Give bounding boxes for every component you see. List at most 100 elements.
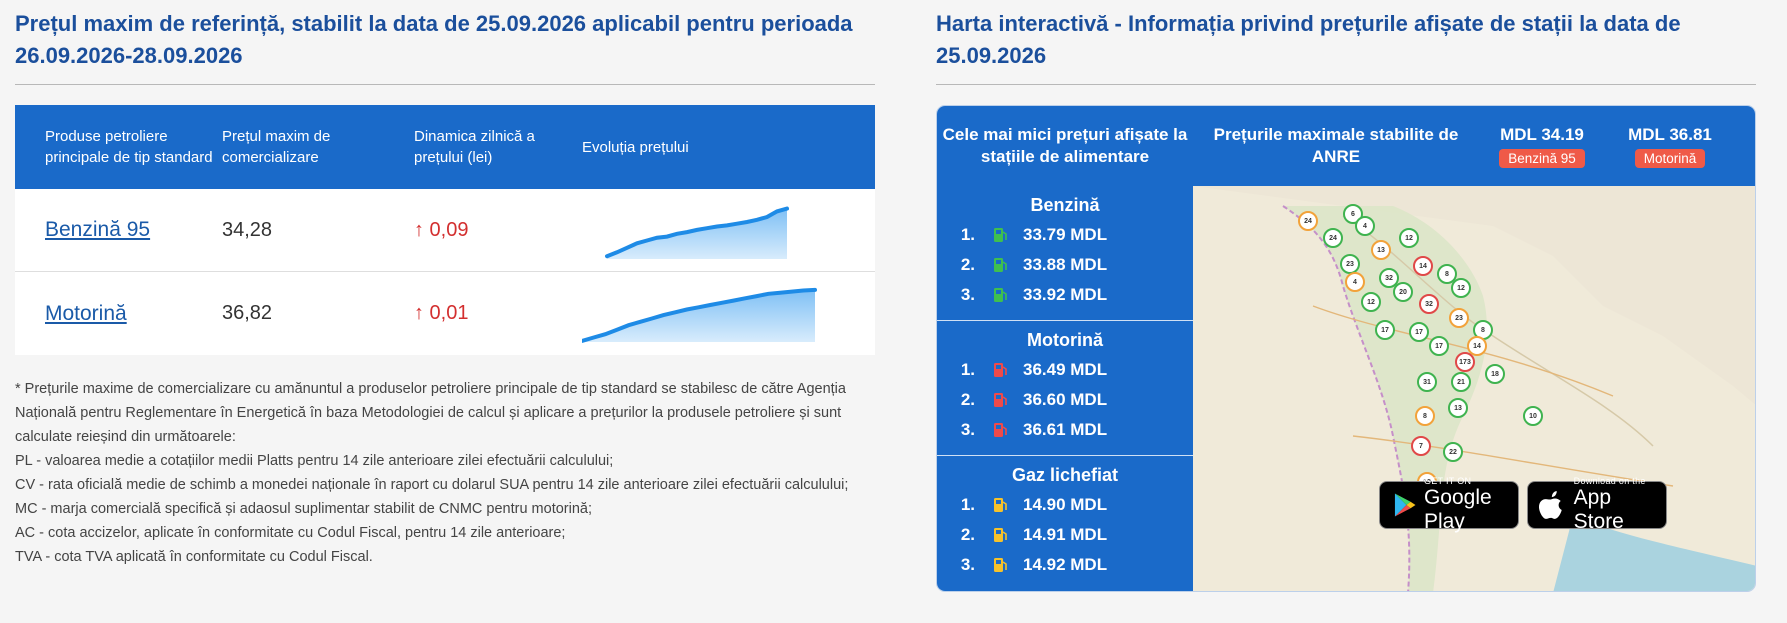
fuel-group-title: Motorină [1027, 330, 1103, 350]
fuel-pump-icon [985, 497, 1015, 513]
table-row: Motorină 36,82 ↑ 0,01 [15, 272, 875, 355]
rank: 1. [960, 495, 975, 514]
station-marker[interactable]: 10 [1523, 406, 1543, 426]
fuel-group-title: Benzină [1030, 195, 1100, 215]
product-link-motorina[interactable]: Motorină [45, 301, 127, 325]
price-evolution-sparkline [582, 189, 875, 272]
max-price-value: MDL 36.81 [1628, 124, 1712, 144]
fuel-pump-icon [985, 362, 1015, 378]
station-marker[interactable]: 7 [1411, 436, 1431, 456]
station-price: 14.90 MDL [1023, 495, 1108, 514]
station-price-row[interactable]: 1. 14.90 MDL [937, 490, 1193, 520]
app-store-button[interactable]: Download on the App Store [1527, 476, 1667, 533]
station-price-row[interactable]: 2. 14.91 MDL [937, 520, 1193, 550]
fuel-group-motorina: Motorină 1. 36.49 MDL 2. 36.60 MDL 3. 36.61… [937, 321, 1193, 456]
google-play-big: Google Play [1423, 486, 1492, 533]
station-marker[interactable]: 21 [1451, 372, 1471, 392]
divider [15, 84, 875, 85]
station-marker[interactable]: 13 [1448, 398, 1468, 418]
lowest-prices-panel: Benzină 1. 33.79 MDL 2. 33.88 MDL 3. 33.92 … [937, 186, 1193, 591]
station-marker[interactable]: 14 [1467, 336, 1487, 356]
fuel-pump-icon [985, 257, 1015, 273]
station-marker[interactable]: 24 [1323, 228, 1343, 248]
fuel-group-title: Gaz lichefiat [1011, 465, 1119, 485]
header-daily-dynamics: Dinamica zilnică a prețului (lei) [414, 128, 535, 166]
station-price: 36.49 MDL [1023, 360, 1108, 379]
station-price-row[interactable]: 3. 36.61 MDL [937, 415, 1193, 445]
note-line: * Prețurile maxime de comercializare cu … [15, 381, 846, 445]
sparkline-line [605, 206, 789, 258]
station-marker[interactable]: 20 [1393, 282, 1413, 302]
station-marker[interactable]: 22 [1443, 442, 1463, 462]
station-price-row[interactable]: 2. 33.88 MDL [937, 250, 1193, 280]
map-card-body: Benzină 1. 33.79 MDL 2. 33.88 MDL 3. 33.92 … [937, 186, 1755, 591]
rank: 1. [960, 360, 975, 379]
rank: 2. [960, 255, 975, 274]
fuel-pump-icon [985, 527, 1015, 543]
note-line: TVA - cota TVA aplicată în conformitate … [15, 549, 373, 565]
station-marker[interactable]: 18 [1485, 364, 1505, 384]
fuel-pump-icon [985, 557, 1015, 573]
station-marker[interactable]: 17 [1429, 336, 1449, 356]
fuel-pump-icon [985, 392, 1015, 408]
apple-icon [1538, 491, 1562, 519]
header-evolution: Evoluția prețului [582, 138, 689, 156]
note-line: CV - rata oficială medie de schimb a mon… [15, 477, 849, 493]
station-marker[interactable]: 14 [1413, 256, 1433, 276]
station-price-row[interactable]: 1. 36.49 MDL [937, 355, 1193, 385]
station-marker[interactable]: 32 [1419, 294, 1439, 314]
station-marker[interactable]: 4 [1345, 272, 1365, 292]
note-line: PL - valoarea medie a cotațiilor medii P… [15, 453, 614, 469]
station-marker[interactable]: 6 [1343, 204, 1363, 224]
station-marker[interactable]: 12 [1451, 278, 1471, 298]
stations-map[interactable]: 24 6 4 24 12 13 23 14 32 8 4 20 12 12 32 23 17 8 17 17 14 173… [1193, 186, 1755, 591]
app-store-big: App Store [1573, 486, 1624, 533]
station-marker[interactable]: 13 [1371, 240, 1391, 260]
map-card-header: Cele mai mici prețuri afișate la stațiil… [937, 106, 1755, 186]
station-marker[interactable]: 12 [1399, 228, 1419, 248]
daily-change: ↑ 0,01 [414, 302, 469, 324]
station-marker[interactable]: 24 [1298, 211, 1318, 231]
header-product: Produse petroliere principale de tip sta… [45, 128, 213, 166]
note-line: AC - cota accizelor, aplicate în conform… [15, 525, 566, 541]
sparkline-area [607, 208, 787, 259]
reference-price-title: Prețul maxim de referință, stabilit la d… [15, 11, 853, 68]
interactive-map-title: Harta interactivă - Informația privind p… [936, 11, 1681, 68]
station-marker[interactable]: 23 [1449, 308, 1469, 328]
fuel-pump-icon [985, 422, 1015, 438]
note-line: MC - marja comercială specifică și adaos… [15, 501, 592, 517]
fuel-group-gaz: Gaz lichefiat 1. 14.90 MDL 2. 14.91 MDL 3.… [937, 456, 1193, 591]
max-prices-heading: Prețurile maximale stabilite de ANRE [1213, 125, 1459, 166]
station-marker[interactable]: 23 [1340, 254, 1360, 274]
station-price: 14.92 MDL [1023, 555, 1108, 574]
divider [936, 84, 1756, 85]
station-price-row[interactable]: 1. 33.79 MDL [937, 220, 1193, 250]
rank: 2. [960, 525, 975, 544]
rank: 3. [960, 555, 975, 574]
app-store-small: Download on the [1573, 476, 1646, 486]
station-marker[interactable]: 8 [1415, 406, 1435, 426]
fuel-pump-icon [985, 227, 1015, 243]
rank: 2. [960, 390, 975, 409]
station-marker[interactable]: 32 [1379, 268, 1399, 288]
max-price-value: MDL 34.19 [1500, 124, 1584, 144]
lowest-prices-heading: Cele mai mici prețuri afișate la stațiil… [942, 125, 1188, 166]
station-price: 36.61 MDL [1023, 420, 1108, 439]
station-price-row[interactable]: 2. 36.60 MDL [937, 385, 1193, 415]
station-price-row[interactable]: 3. 33.92 MDL [937, 280, 1193, 310]
station-marker[interactable]: 4 [1355, 216, 1375, 236]
google-play-button[interactable]: GET IT ON Google Play [1379, 476, 1519, 533]
station-marker[interactable]: 12 [1361, 292, 1381, 312]
price-table: Produse petroliere principale de tip sta… [15, 105, 875, 355]
product-link-benzina[interactable]: Benzină 95 [45, 218, 151, 241]
fuel-pump-icon [985, 287, 1015, 303]
station-price-row[interactable]: 3. 14.92 MDL [937, 550, 1193, 580]
price-table-header: Produse petroliere principale de tip sta… [15, 105, 875, 189]
interactive-map-section: Harta interactivă - Informația privind p… [936, 8, 1756, 592]
station-marker[interactable]: 8 [1437, 264, 1457, 284]
station-marker[interactable]: 17 [1375, 320, 1395, 340]
station-marker[interactable]: 173 [1455, 352, 1475, 372]
map-card: Cele mai mici prețuri afișate la stațiil… [936, 105, 1756, 592]
station-marker[interactable]: 31 [1417, 372, 1437, 392]
station-marker[interactable]: 17 [1409, 322, 1429, 342]
